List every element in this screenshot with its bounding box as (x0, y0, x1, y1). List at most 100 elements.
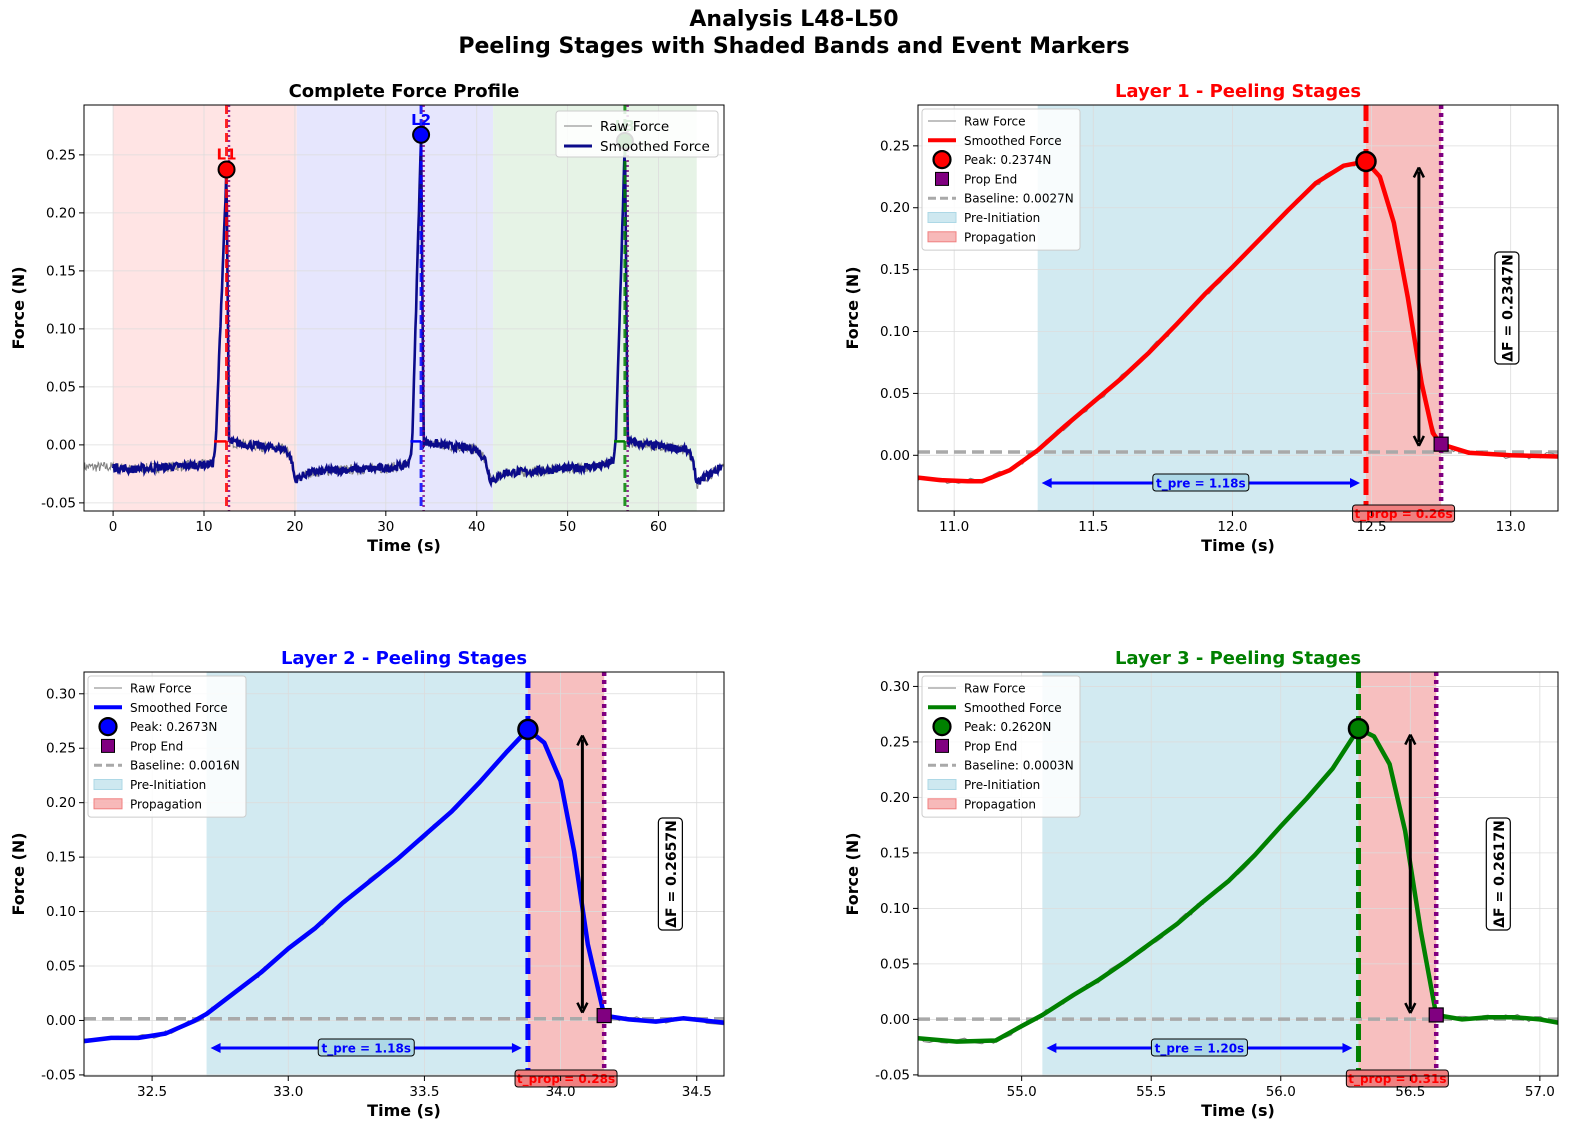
legend-label: Baseline: 0.0027N (964, 192, 1074, 206)
x-tick-label: 0 (109, 519, 118, 535)
legend-swatch (927, 231, 957, 243)
axes-frame (917, 104, 1559, 512)
x-tick-label: 30 (377, 519, 394, 535)
peak-marker-L1 (217, 160, 236, 179)
y-tick-label: 0.20 (880, 200, 910, 216)
plot-area (84, 105, 724, 511)
legend-label: Baseline: 0.0003N (964, 759, 1074, 773)
legend-label: Propagation (130, 797, 202, 811)
smoothed-force-line (918, 726, 1558, 1044)
x-tick-label: 56.5 (1395, 1084, 1425, 1100)
legend: Raw Force Smoothed Force Peak: 0.2673N Prop… (87, 675, 247, 818)
x-tick-label: 57.0 (1525, 1084, 1555, 1100)
y-tick-label: -0.05 (41, 495, 76, 511)
x-tick-label: 11.5 (1078, 519, 1108, 535)
t-pre-box (1150, 1038, 1248, 1057)
legend-label: Prop End (130, 739, 183, 753)
legend-box (921, 108, 1081, 251)
legend-label: Propagation (964, 230, 1036, 244)
y-tick-label: 0.15 (880, 845, 910, 861)
pre-initiation-band (1042, 672, 1359, 1076)
prop-end-marker (596, 1007, 612, 1024)
legend-label: Peak: 0.2673N (130, 720, 217, 734)
prop-end-marker (1428, 1007, 1444, 1023)
x-tick-label: 56.0 (1266, 1084, 1296, 1100)
peak-marker (1347, 717, 1370, 740)
legend-label: Raw Force (130, 682, 192, 696)
legend-label: Raw Force (964, 115, 1026, 129)
axes-frame (83, 671, 725, 1077)
y-tick-label: 0.05 (880, 386, 910, 402)
legend-label: Pre-Initiation (964, 211, 1040, 225)
legend-box (87, 675, 247, 818)
legend: Raw Force Smoothed Force (555, 110, 719, 158)
legend-label: Baseline: 0.0016N (130, 759, 240, 773)
y-tick-label: 0.15 (46, 850, 76, 866)
legend-swatch (101, 738, 115, 753)
propagation-band (1358, 672, 1437, 1076)
x-tick-label: 55.0 (1007, 1084, 1037, 1100)
legend-label: Prop End (964, 739, 1017, 753)
smoothed-force-line (84, 727, 724, 1044)
delta-f-annotation: ΔF = 0.2617N (1485, 817, 1511, 931)
plot-area (918, 105, 1558, 511)
legend-box (555, 110, 719, 158)
delta-f-annotation: ΔF = 0.2657N (657, 817, 683, 931)
axes-frame (917, 671, 1559, 1077)
t-pre-box (317, 1038, 415, 1057)
legend-box (921, 675, 1081, 818)
pre-initiation-band (206, 672, 528, 1076)
y-tick-label: 0.10 (880, 901, 910, 917)
smoothed-force-line (918, 159, 1558, 484)
delta-f-annotation: ΔF = 0.2347N (1494, 251, 1520, 365)
figure-title: Analysis L48-L50 (689, 7, 899, 32)
y-tick-label: 0.20 (46, 795, 76, 811)
propagation-band (527, 672, 605, 1076)
delta-f-box (1485, 817, 1511, 931)
legend-label: Smoothed Force (964, 134, 1062, 148)
x-tick-label: 34.0 (546, 1084, 576, 1100)
x-tick-label: 32.5 (137, 1084, 167, 1100)
y-tick-label: -0.05 (41, 1067, 76, 1083)
t-pre-label: t_pre = 1.20s (1155, 1042, 1245, 1057)
legend-label: Pre-Initiation (964, 778, 1040, 792)
axes-frame (83, 104, 725, 512)
legend-swatch (935, 171, 949, 186)
panel-title: Complete Force Profile (289, 81, 520, 102)
y-tick-label: 0.20 (46, 205, 76, 221)
legend-swatch (932, 150, 952, 170)
panel-title: Layer 3 - Peeling Stages (1115, 648, 1361, 669)
legend-label: Propagation (964, 797, 1036, 811)
band-2 (296, 105, 494, 511)
y-tick-label: 0.05 (46, 959, 76, 975)
delta-f-arrowheads (1404, 734, 1417, 1014)
x-tick-label: 11.0 (939, 519, 969, 535)
x-tick-label: 33.5 (409, 1084, 439, 1100)
legend-label: Peak: 0.2620N (964, 720, 1051, 734)
y-axis-label: Force (N) (9, 266, 28, 349)
y-tick-label: 0.15 (880, 262, 910, 278)
peak-marker (1355, 150, 1377, 173)
delta-f-box (1494, 251, 1520, 365)
peak-marker-L2 (412, 125, 431, 144)
x-tick-label: 10 (195, 519, 212, 535)
legend-label: Raw Force (964, 682, 1026, 696)
x-tick-label: 34.5 (682, 1084, 712, 1100)
x-tick-label: 40 (468, 519, 485, 535)
legend-swatch (935, 738, 949, 753)
x-axis-label: Time (s) (1201, 1101, 1275, 1120)
y-tick-label: 0.10 (46, 904, 76, 920)
delta-f-label: ΔF = 0.2347N (1500, 254, 1516, 362)
panel-title: Layer 1 - Peeling Stages (1115, 81, 1361, 102)
x-tick-label: 50 (559, 519, 576, 535)
x-tick-label: 55.5 (1136, 1084, 1166, 1100)
legend-label: Smoothed Force (964, 701, 1062, 715)
y-tick-label: 0.25 (46, 741, 76, 757)
y-tick-label: 0.25 (880, 734, 910, 750)
y-tick-label: 0.30 (46, 686, 76, 702)
legend-swatch (93, 779, 123, 790)
figure-subtitle: Peeling Stages with Shaded Bands and Eve… (458, 34, 1130, 59)
